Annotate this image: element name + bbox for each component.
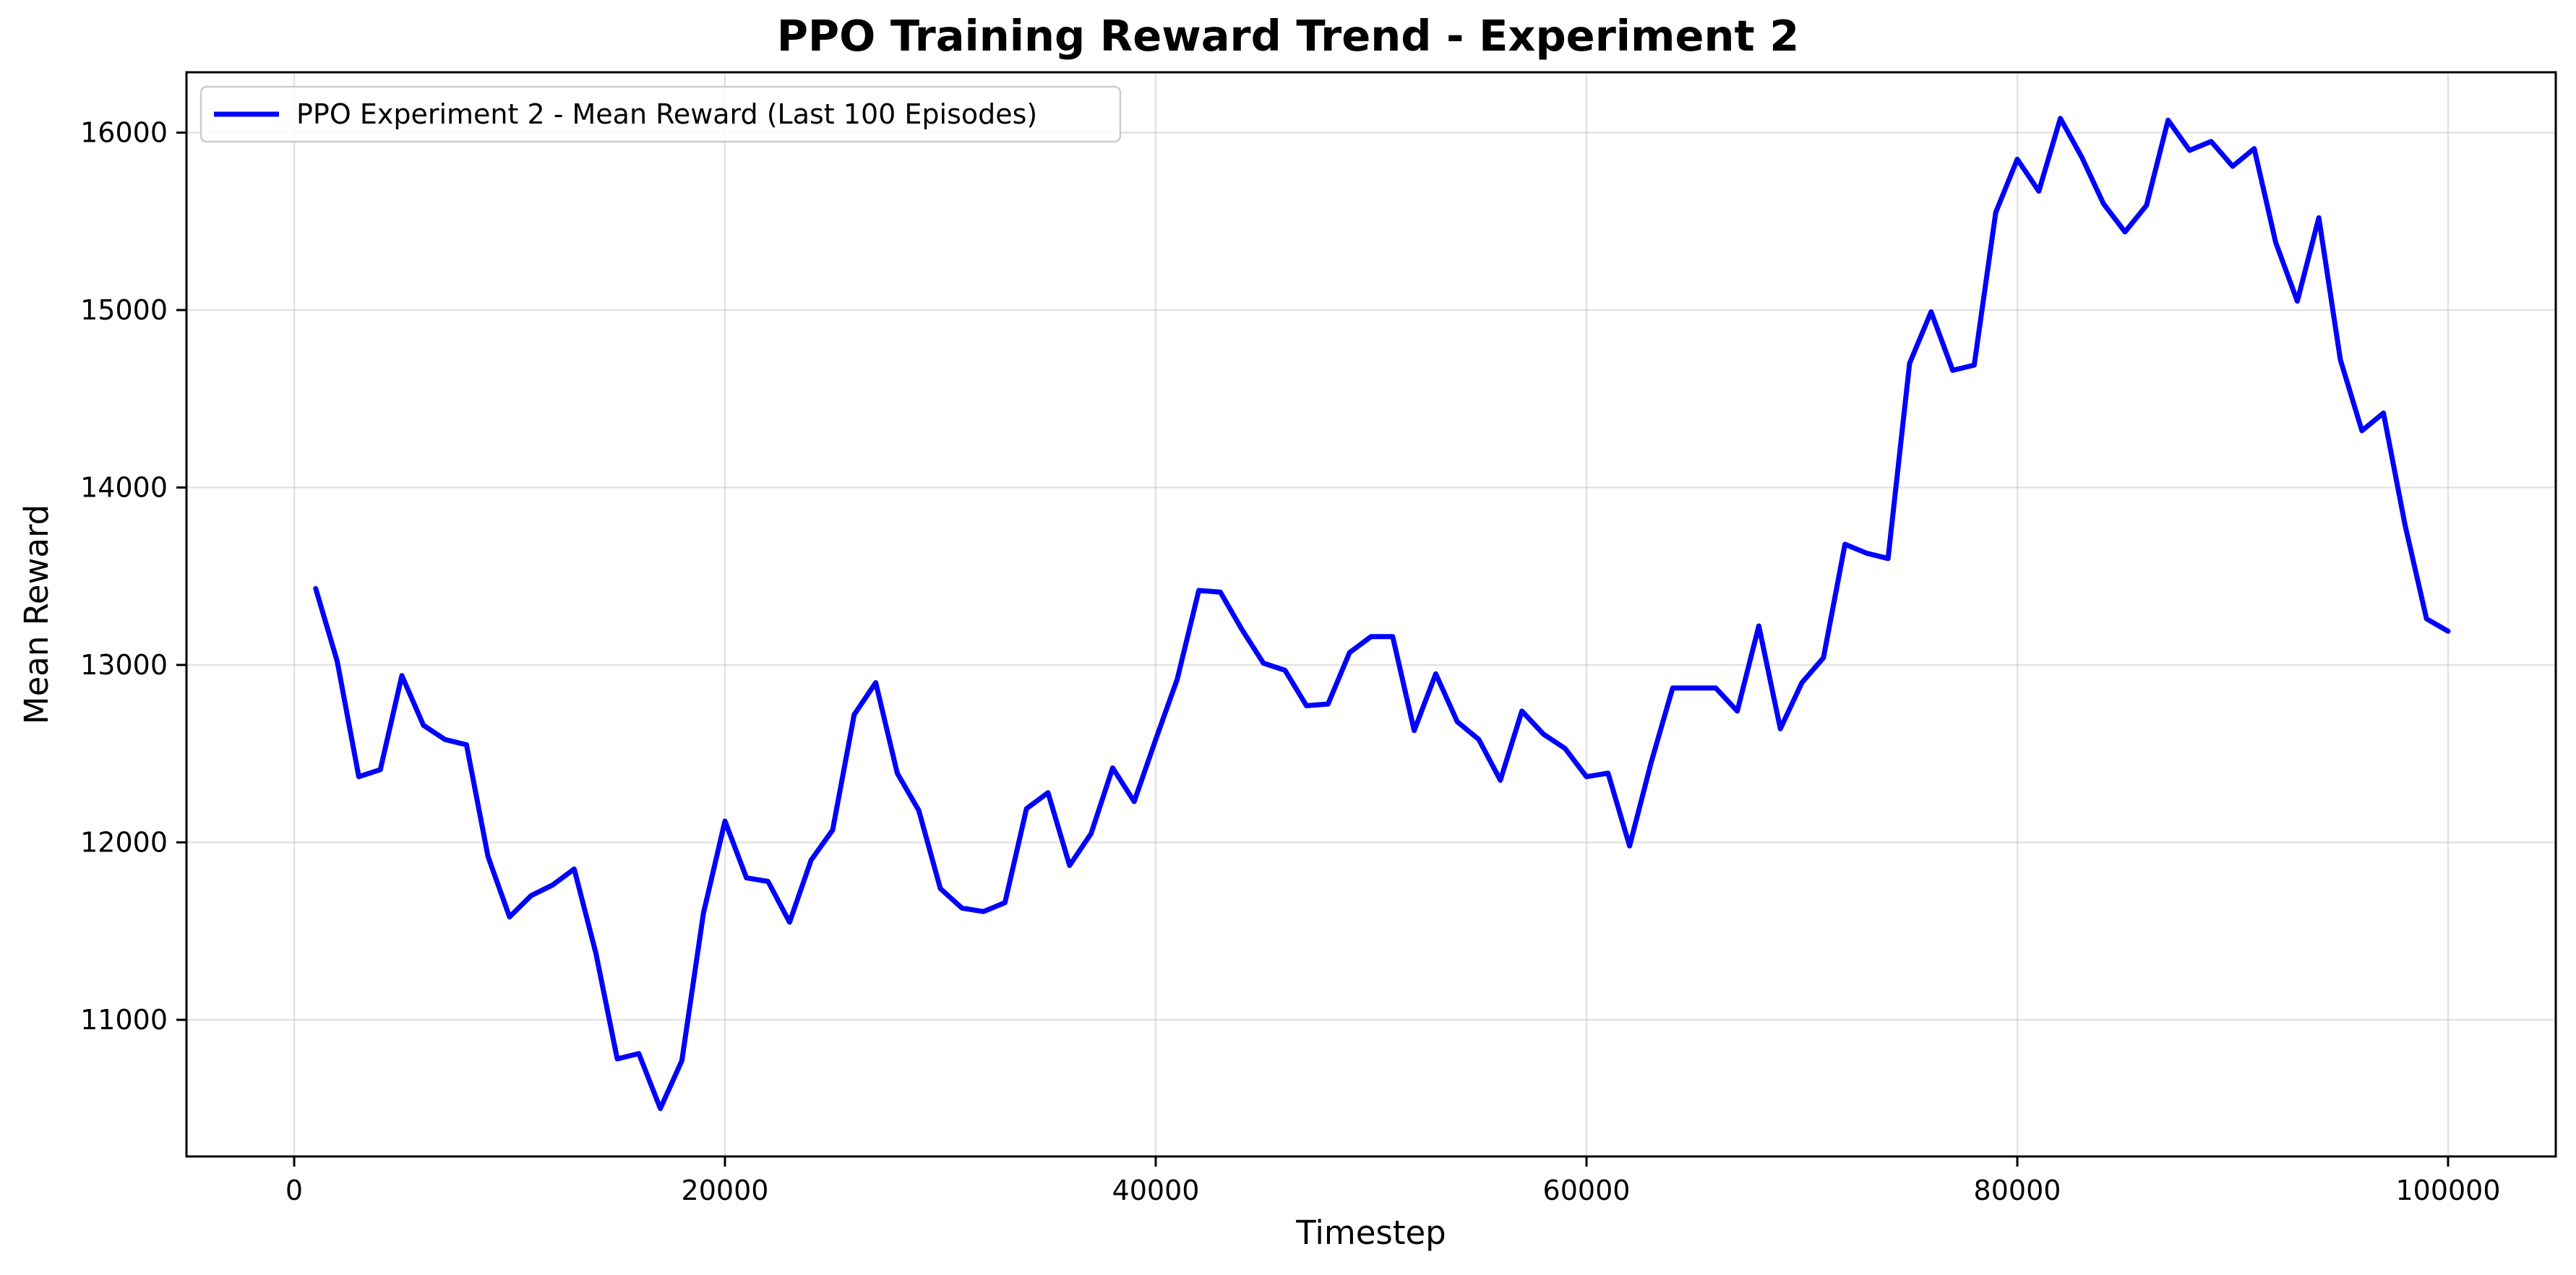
x-axis-label: Timestep bbox=[1295, 1214, 1446, 1252]
y-tick-label: 14000 bbox=[80, 471, 168, 503]
series-layer bbox=[313, 116, 2451, 1112]
legend-box bbox=[199, 85, 1122, 143]
y-tick-label: 12000 bbox=[80, 826, 168, 858]
x-tick-label: 20000 bbox=[682, 1175, 769, 1206]
y-tick-label: 11000 bbox=[80, 1004, 168, 1036]
chart-title: PPO Training Reward Trend - Experiment 2 bbox=[777, 11, 1800, 61]
y-tick-label: 16000 bbox=[80, 116, 168, 148]
series-line bbox=[313, 116, 2451, 1112]
x-tick-label: 60000 bbox=[1543, 1175, 1631, 1206]
axis-ticks: 0 20000 40000 60000 80000 100000 11000 12000 130… bbox=[80, 116, 2500, 1206]
x-tick-label: 40000 bbox=[1112, 1175, 1200, 1206]
y-tick-label: 15000 bbox=[80, 294, 168, 326]
y-tick-label: 13000 bbox=[80, 649, 168, 681]
x-tick-label: 80000 bbox=[1974, 1175, 2061, 1206]
plot-frame bbox=[185, 71, 2557, 1158]
y-axis-label: Mean Reward bbox=[17, 505, 56, 725]
x-tick-label: 100000 bbox=[2395, 1175, 2500, 1206]
x-tick-label: 0 bbox=[285, 1175, 303, 1206]
legend-label: PPO Experiment 2 - Mean Reward (Last 100… bbox=[296, 98, 1037, 130]
legend: PPO Experiment 2 - Mean Reward (Last 100… bbox=[199, 85, 1122, 143]
